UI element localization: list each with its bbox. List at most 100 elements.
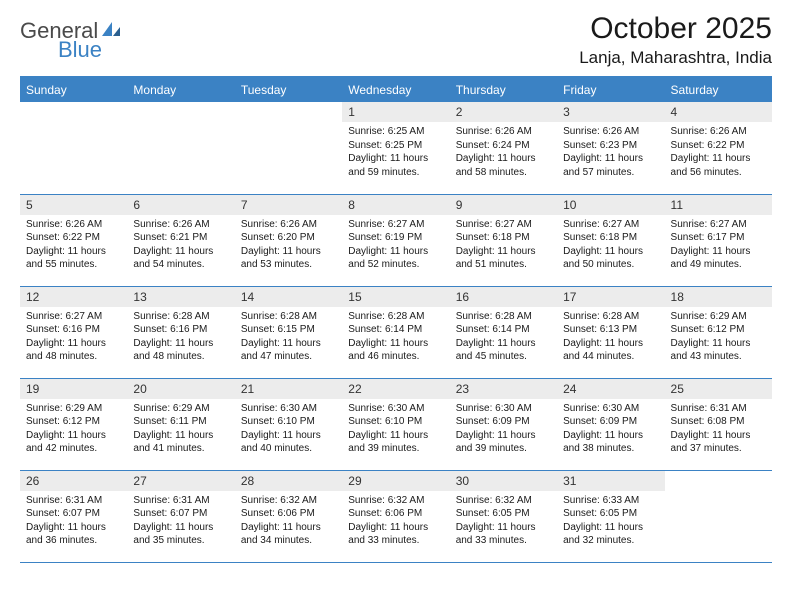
month-title: October 2025 xyxy=(579,12,772,46)
calendar-day-cell: 31Sunrise: 6:33 AMSunset: 6:05 PMDayligh… xyxy=(557,470,664,562)
weekday-header: Friday xyxy=(557,77,664,102)
day-number: 2 xyxy=(450,102,557,122)
day-number: 11 xyxy=(665,195,772,215)
sun-data: Sunrise: 6:25 AMSunset: 6:25 PMDaylight:… xyxy=(342,122,449,183)
weekday-header: Sunday xyxy=(20,77,127,102)
sun-data: Sunrise: 6:31 AMSunset: 6:08 PMDaylight:… xyxy=(665,399,772,460)
sun-data: Sunrise: 6:27 AMSunset: 6:18 PMDaylight:… xyxy=(557,215,664,276)
calendar-table: Sunday Monday Tuesday Wednesday Thursday… xyxy=(20,76,772,563)
day-number: 7 xyxy=(235,195,342,215)
calendar-day-cell: 13Sunrise: 6:28 AMSunset: 6:16 PMDayligh… xyxy=(127,286,234,378)
sun-data: Sunrise: 6:30 AMSunset: 6:10 PMDaylight:… xyxy=(342,399,449,460)
day-number: 6 xyxy=(127,195,234,215)
calendar-day-cell: 11Sunrise: 6:27 AMSunset: 6:17 PMDayligh… xyxy=(665,194,772,286)
sun-data: Sunrise: 6:27 AMSunset: 6:19 PMDaylight:… xyxy=(342,215,449,276)
day-number: 21 xyxy=(235,379,342,399)
day-number: 29 xyxy=(342,471,449,491)
title-block: October 2025 Lanja, Maharashtra, India xyxy=(579,12,772,68)
calendar-week-row: 12Sunrise: 6:27 AMSunset: 6:16 PMDayligh… xyxy=(20,286,772,378)
day-number: 10 xyxy=(557,195,664,215)
sun-data: Sunrise: 6:29 AMSunset: 6:12 PMDaylight:… xyxy=(665,307,772,368)
day-number: 16 xyxy=(450,287,557,307)
sun-data: Sunrise: 6:27 AMSunset: 6:16 PMDaylight:… xyxy=(20,307,127,368)
calendar-week-row: 26Sunrise: 6:31 AMSunset: 6:07 PMDayligh… xyxy=(20,470,772,562)
day-number: 28 xyxy=(235,471,342,491)
day-number: 19 xyxy=(20,379,127,399)
day-number: 8 xyxy=(342,195,449,215)
day-number: 23 xyxy=(450,379,557,399)
sun-data: Sunrise: 6:27 AMSunset: 6:18 PMDaylight:… xyxy=(450,215,557,276)
calendar-day-cell: 4Sunrise: 6:26 AMSunset: 6:22 PMDaylight… xyxy=(665,102,772,194)
sun-data: Sunrise: 6:27 AMSunset: 6:17 PMDaylight:… xyxy=(665,215,772,276)
sun-data: Sunrise: 6:26 AMSunset: 6:22 PMDaylight:… xyxy=(665,122,772,183)
calendar-day-cell: 21Sunrise: 6:30 AMSunset: 6:10 PMDayligh… xyxy=(235,378,342,470)
calendar-day-cell: 14Sunrise: 6:28 AMSunset: 6:15 PMDayligh… xyxy=(235,286,342,378)
sun-data: Sunrise: 6:26 AMSunset: 6:24 PMDaylight:… xyxy=(450,122,557,183)
sun-data: Sunrise: 6:26 AMSunset: 6:21 PMDaylight:… xyxy=(127,215,234,276)
sun-data: Sunrise: 6:29 AMSunset: 6:12 PMDaylight:… xyxy=(20,399,127,460)
calendar-day-cell: 8Sunrise: 6:27 AMSunset: 6:19 PMDaylight… xyxy=(342,194,449,286)
sun-data: Sunrise: 6:26 AMSunset: 6:22 PMDaylight:… xyxy=(20,215,127,276)
calendar-day-cell: 18Sunrise: 6:29 AMSunset: 6:12 PMDayligh… xyxy=(665,286,772,378)
day-number: 20 xyxy=(127,379,234,399)
calendar-day-cell: 2Sunrise: 6:26 AMSunset: 6:24 PMDaylight… xyxy=(450,102,557,194)
calendar-body: ......1Sunrise: 6:25 AMSunset: 6:25 PMDa… xyxy=(20,102,772,562)
day-number: 14 xyxy=(235,287,342,307)
weekday-header: Tuesday xyxy=(235,77,342,102)
sun-data: Sunrise: 6:26 AMSunset: 6:20 PMDaylight:… xyxy=(235,215,342,276)
calendar-day-cell: 19Sunrise: 6:29 AMSunset: 6:12 PMDayligh… xyxy=(20,378,127,470)
calendar-day-cell: 29Sunrise: 6:32 AMSunset: 6:06 PMDayligh… xyxy=(342,470,449,562)
calendar-day-cell: .. xyxy=(665,470,772,562)
calendar-day-cell: 1Sunrise: 6:25 AMSunset: 6:25 PMDaylight… xyxy=(342,102,449,194)
calendar-day-cell: 27Sunrise: 6:31 AMSunset: 6:07 PMDayligh… xyxy=(127,470,234,562)
day-number: 26 xyxy=(20,471,127,491)
calendar-day-cell: 17Sunrise: 6:28 AMSunset: 6:13 PMDayligh… xyxy=(557,286,664,378)
sun-data: Sunrise: 6:26 AMSunset: 6:23 PMDaylight:… xyxy=(557,122,664,183)
calendar-day-cell: 3Sunrise: 6:26 AMSunset: 6:23 PMDaylight… xyxy=(557,102,664,194)
day-number: 18 xyxy=(665,287,772,307)
sun-data: Sunrise: 6:32 AMSunset: 6:06 PMDaylight:… xyxy=(235,491,342,552)
sun-data: Sunrise: 6:28 AMSunset: 6:16 PMDaylight:… xyxy=(127,307,234,368)
sun-data: Sunrise: 6:31 AMSunset: 6:07 PMDaylight:… xyxy=(127,491,234,552)
weekday-header: Thursday xyxy=(450,77,557,102)
day-number: 13 xyxy=(127,287,234,307)
sun-data: Sunrise: 6:31 AMSunset: 6:07 PMDaylight:… xyxy=(20,491,127,552)
calendar-day-cell: 24Sunrise: 6:30 AMSunset: 6:09 PMDayligh… xyxy=(557,378,664,470)
sun-data: Sunrise: 6:29 AMSunset: 6:11 PMDaylight:… xyxy=(127,399,234,460)
calendar-week-row: ......1Sunrise: 6:25 AMSunset: 6:25 PMDa… xyxy=(20,102,772,194)
weekday-header: Wednesday xyxy=(342,77,449,102)
day-number: 17 xyxy=(557,287,664,307)
calendar-week-row: 5Sunrise: 6:26 AMSunset: 6:22 PMDaylight… xyxy=(20,194,772,286)
sun-data: Sunrise: 6:32 AMSunset: 6:05 PMDaylight:… xyxy=(450,491,557,552)
sun-data: Sunrise: 6:28 AMSunset: 6:13 PMDaylight:… xyxy=(557,307,664,368)
day-number: 9 xyxy=(450,195,557,215)
calendar-day-cell: 15Sunrise: 6:28 AMSunset: 6:14 PMDayligh… xyxy=(342,286,449,378)
calendar-day-cell: 10Sunrise: 6:27 AMSunset: 6:18 PMDayligh… xyxy=(557,194,664,286)
day-number: 22 xyxy=(342,379,449,399)
weekday-header: Monday xyxy=(127,77,234,102)
calendar-day-cell: 25Sunrise: 6:31 AMSunset: 6:08 PMDayligh… xyxy=(665,378,772,470)
calendar-day-cell: 28Sunrise: 6:32 AMSunset: 6:06 PMDayligh… xyxy=(235,470,342,562)
sun-data: Sunrise: 6:28 AMSunset: 6:15 PMDaylight:… xyxy=(235,307,342,368)
sun-data: Sunrise: 6:28 AMSunset: 6:14 PMDaylight:… xyxy=(450,307,557,368)
calendar-day-cell: 16Sunrise: 6:28 AMSunset: 6:14 PMDayligh… xyxy=(450,286,557,378)
sun-data: Sunrise: 6:30 AMSunset: 6:10 PMDaylight:… xyxy=(235,399,342,460)
day-number: 12 xyxy=(20,287,127,307)
location: Lanja, Maharashtra, India xyxy=(579,48,772,68)
calendar-day-cell: .. xyxy=(235,102,342,194)
day-number: 3 xyxy=(557,102,664,122)
day-number: 1 xyxy=(342,102,449,122)
calendar-day-cell: 7Sunrise: 6:26 AMSunset: 6:20 PMDaylight… xyxy=(235,194,342,286)
sun-data: Sunrise: 6:30 AMSunset: 6:09 PMDaylight:… xyxy=(557,399,664,460)
calendar-day-cell: 12Sunrise: 6:27 AMSunset: 6:16 PMDayligh… xyxy=(20,286,127,378)
calendar-day-cell: 9Sunrise: 6:27 AMSunset: 6:18 PMDaylight… xyxy=(450,194,557,286)
day-number: 31 xyxy=(557,471,664,491)
day-number: 30 xyxy=(450,471,557,491)
day-number: 4 xyxy=(665,102,772,122)
calendar-day-cell: 20Sunrise: 6:29 AMSunset: 6:11 PMDayligh… xyxy=(127,378,234,470)
calendar-day-cell: 30Sunrise: 6:32 AMSunset: 6:05 PMDayligh… xyxy=(450,470,557,562)
calendar-day-cell: 5Sunrise: 6:26 AMSunset: 6:22 PMDaylight… xyxy=(20,194,127,286)
calendar-day-cell: 22Sunrise: 6:30 AMSunset: 6:10 PMDayligh… xyxy=(342,378,449,470)
sun-data: Sunrise: 6:28 AMSunset: 6:14 PMDaylight:… xyxy=(342,307,449,368)
day-number: 24 xyxy=(557,379,664,399)
